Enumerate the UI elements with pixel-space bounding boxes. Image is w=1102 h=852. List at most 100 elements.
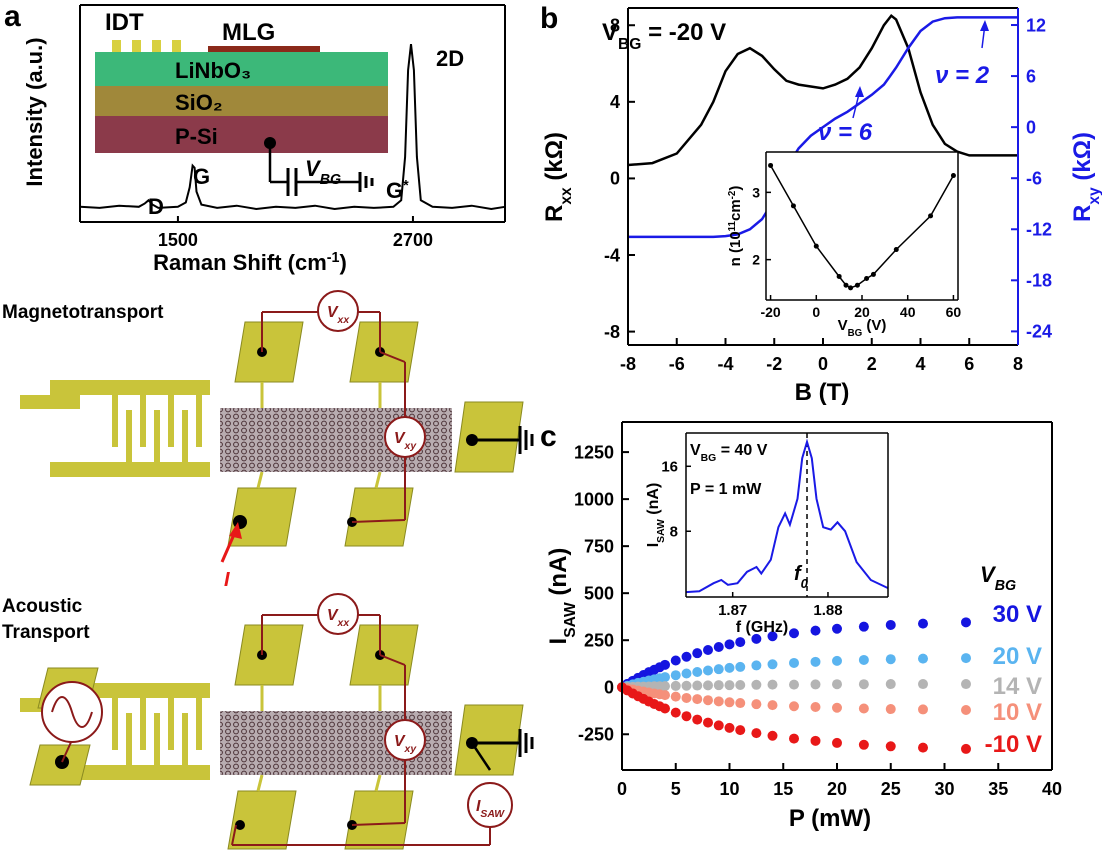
idt-finger <box>140 395 146 447</box>
point <box>735 725 745 735</box>
point <box>692 648 702 658</box>
meter <box>468 783 512 827</box>
point <box>692 681 702 691</box>
schematic-title: Magnetotransport <box>2 302 164 323</box>
point <box>844 283 849 288</box>
point <box>791 203 796 208</box>
point <box>894 247 899 252</box>
idt-finger <box>172 40 181 52</box>
idt-finger <box>182 410 188 462</box>
point <box>751 660 761 670</box>
point <box>811 736 821 746</box>
idt-finger <box>112 395 118 447</box>
label-part: I <box>545 638 572 645</box>
legend-title: VBG <box>980 562 1016 594</box>
point <box>714 696 724 706</box>
y-tick-label: 2 <box>752 252 760 268</box>
contact-pad <box>455 402 523 472</box>
annotation: G <box>193 164 210 189</box>
idt-finger <box>112 40 121 52</box>
point <box>789 628 799 638</box>
point <box>768 700 778 710</box>
point <box>768 163 773 168</box>
idt-finger <box>126 410 132 462</box>
label-part: f (GHz) <box>736 619 788 636</box>
subscript: SAW <box>480 809 505 820</box>
label-part: cm <box>727 199 744 221</box>
x-tick-label: 0 <box>617 779 627 799</box>
point <box>814 244 819 249</box>
layer <box>95 86 388 116</box>
y-tick-label: 250 <box>584 631 614 651</box>
label-part: ) <box>339 250 346 275</box>
idt-finger <box>140 698 146 750</box>
y-tick-label: 1000 <box>574 489 614 509</box>
annotation: ν = 2 <box>935 62 990 89</box>
idt-finger <box>132 40 141 52</box>
point <box>918 704 928 714</box>
subscript: xx <box>337 618 351 629</box>
figure: 15002700Raman Shift (cm-1)Intensity (a.u… <box>0 0 1102 852</box>
label-part: D <box>148 194 164 219</box>
point <box>886 620 896 630</box>
stack-label: MLG <box>222 19 275 46</box>
point <box>671 681 681 691</box>
x-tick-label: -20 <box>760 304 780 320</box>
x-tick-label: 40 <box>1042 779 1062 799</box>
point <box>671 692 681 702</box>
point <box>855 283 860 288</box>
point <box>789 680 799 690</box>
point <box>660 690 670 700</box>
point <box>703 645 713 655</box>
x-tick-label: 2700 <box>393 230 433 250</box>
point <box>735 698 745 708</box>
label-part: = 40 V <box>716 442 767 459</box>
x-tick-label: 25 <box>881 779 901 799</box>
point <box>660 672 670 682</box>
subscript: BG <box>995 578 1016 594</box>
panel-label: b <box>540 2 558 35</box>
legend-label: 20 V <box>993 643 1042 670</box>
idt-bus <box>50 380 210 395</box>
y-tick-label: -4 <box>604 245 620 265</box>
label-part: R <box>541 205 568 222</box>
subscript: BG <box>701 453 717 464</box>
point <box>725 639 735 649</box>
x-tick-label: -2 <box>766 354 782 374</box>
x-tick-label: 35 <box>988 779 1008 799</box>
subscript: BG <box>848 328 863 339</box>
label-part: Intensity (a.u.) <box>22 37 47 186</box>
point <box>832 679 842 689</box>
point <box>751 680 761 690</box>
point <box>682 711 692 721</box>
point <box>751 699 761 709</box>
point <box>725 680 735 690</box>
point <box>682 669 692 679</box>
annotation: VBG = -20 V <box>602 19 726 53</box>
point <box>832 656 842 666</box>
legend-label: -10 V <box>985 731 1042 758</box>
point <box>714 680 724 690</box>
subscript: SAW <box>562 602 579 638</box>
subscript: xx <box>558 187 575 205</box>
y2-tick-label: -24 <box>1026 322 1052 342</box>
contact-pad <box>345 791 413 849</box>
idt-finger <box>152 40 161 52</box>
stack-label: SiO₂ <box>175 90 223 115</box>
point <box>751 728 761 738</box>
lead <box>376 775 380 791</box>
label-part: (V) <box>862 317 886 334</box>
y-axis-label: ISAW (nA) <box>645 483 667 548</box>
lead <box>258 472 262 488</box>
subscript: xy <box>1086 187 1102 205</box>
y2-tick-label: 6 <box>1026 66 1036 86</box>
point <box>703 665 713 675</box>
stack-label: LiNbO₃ <box>175 58 251 83</box>
x-axis-label: f (GHz) <box>736 619 788 636</box>
x-tick-label: 0 <box>812 304 820 320</box>
label-part: V <box>602 19 618 46</box>
stack-label: P-Si <box>175 124 218 149</box>
point <box>961 679 971 689</box>
x-tick-label: -8 <box>620 354 636 374</box>
x-tick-label: 6 <box>964 354 974 374</box>
